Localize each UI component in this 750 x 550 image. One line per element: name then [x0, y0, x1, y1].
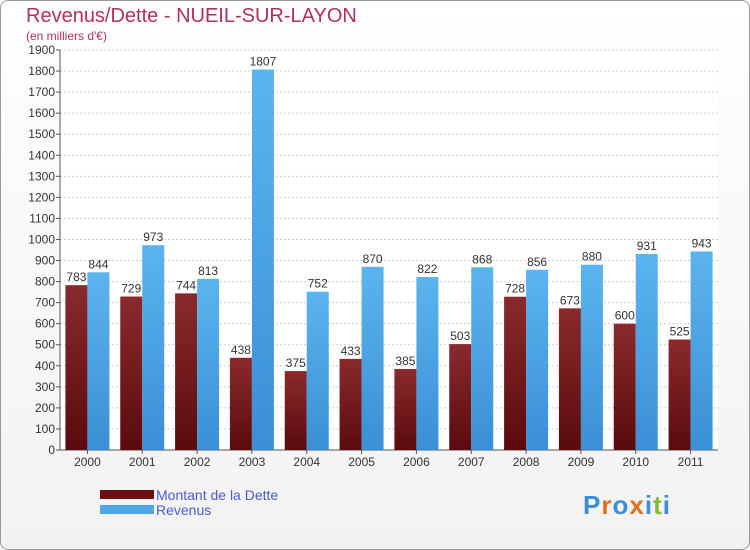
- data-label-debt: 438: [231, 343, 251, 357]
- bar-debt: [229, 357, 252, 450]
- logo-letter: r: [601, 490, 613, 520]
- data-label-revenue: 856: [527, 255, 547, 269]
- data-label-debt: 600: [615, 309, 635, 323]
- y-tick-label: 1600: [28, 106, 55, 120]
- legend-label-debt: Montant de la Dette: [156, 486, 279, 503]
- y-tick-label: 1100: [29, 211, 55, 225]
- data-label-revenue: 973: [143, 230, 163, 244]
- bar-debt: [339, 358, 362, 450]
- bar-debt: [449, 344, 472, 450]
- y-tick-label: 500: [35, 338, 55, 352]
- data-label-revenue: 752: [308, 277, 328, 291]
- y-tick-label: 200: [35, 401, 55, 415]
- bar-debt: [613, 323, 636, 450]
- bar-revenue: [471, 267, 494, 450]
- x-tick-label: 2004: [293, 455, 320, 469]
- bar-debt: [175, 293, 198, 450]
- bar-debt: [558, 308, 581, 450]
- bar-revenue: [526, 269, 549, 450]
- bar-revenue: [580, 264, 603, 450]
- x-tick-label: 2007: [458, 455, 485, 469]
- y-tick-label: 1900: [28, 43, 55, 57]
- data-label-debt: 673: [560, 293, 580, 307]
- legend: Montant de la Dette Revenus: [100, 486, 279, 518]
- data-label-revenue: 870: [363, 252, 383, 266]
- data-label-revenue: 813: [198, 264, 218, 278]
- bar-revenue: [416, 276, 439, 450]
- y-tick-label: 900: [35, 254, 55, 268]
- legend-item-debt: Montant de la Dette: [100, 486, 279, 503]
- legend-swatch-revenue: [100, 505, 154, 514]
- x-tick-label: 2002: [184, 455, 211, 469]
- y-tick-label: 600: [35, 317, 55, 331]
- data-label-debt: 783: [66, 270, 86, 284]
- bar-revenue: [361, 266, 384, 450]
- bar-chart: 0 100 200 300 400 500 600 700 800 900 1000 1100 1200…: [28, 43, 718, 469]
- bar-debt: [120, 296, 143, 450]
- data-label-revenue: 931: [637, 239, 657, 253]
- x-tick-label: 2005: [348, 455, 375, 469]
- bar-debt: [65, 285, 88, 450]
- legend-item-revenue: Revenus: [100, 501, 278, 518]
- data-label-debt: 503: [450, 329, 470, 343]
- data-label-revenue: 943: [692, 236, 712, 250]
- y-tick-label: 1800: [28, 64, 55, 78]
- data-label-debt: 728: [505, 282, 525, 296]
- x-tick-label: 2001: [129, 455, 156, 469]
- bar-debt: [394, 368, 417, 450]
- bar-debt: [668, 339, 691, 450]
- data-label-debt: 729: [121, 282, 141, 296]
- chart-subtitle: (en milliers d'€): [26, 29, 107, 43]
- logo-letter: i: [644, 490, 654, 520]
- bar-revenue: [635, 254, 658, 450]
- data-label-revenue: 868: [472, 252, 492, 266]
- y-tick-label: 300: [35, 380, 55, 394]
- y-tick-label: 1700: [28, 85, 55, 99]
- chart-title: Revenus/Dette - NUEIL-SUR-LAYON: [26, 5, 357, 27]
- y-tick-label: 1200: [28, 190, 55, 204]
- x-tick-label: 2003: [239, 455, 266, 469]
- data-label-debt: 385: [395, 354, 415, 368]
- bar-revenue: [197, 278, 220, 450]
- y-tick-label: 1500: [28, 127, 55, 141]
- bar-revenue: [306, 291, 329, 450]
- x-tick-label: 2011: [678, 455, 704, 469]
- data-label-debt: 525: [670, 324, 690, 338]
- y-tick-label: 100: [35, 422, 55, 436]
- data-label-debt: 375: [286, 356, 306, 370]
- bar-debt: [284, 371, 307, 450]
- y-tick-label: 700: [35, 296, 55, 310]
- legend-swatch-debt: [100, 490, 154, 499]
- legend-label-revenue: Revenus: [156, 501, 212, 518]
- x-tick-label: 2000: [74, 455, 101, 469]
- y-tick-label: 800: [35, 275, 55, 289]
- logo-letter: t: [653, 490, 663, 520]
- data-label-revenue: 880: [582, 250, 602, 264]
- logo-letter: i: [662, 490, 671, 520]
- logo-letter: o: [612, 490, 630, 520]
- data-label-revenue: 822: [417, 262, 437, 276]
- y-tick-label: 400: [35, 359, 55, 373]
- logo-letter: x: [629, 490, 645, 520]
- y-tick-label: 1400: [28, 148, 55, 162]
- bar-revenue: [251, 69, 274, 450]
- plot-area: [60, 50, 718, 450]
- data-label-debt: 433: [341, 344, 361, 358]
- bar-revenue: [690, 251, 713, 450]
- bar-debt: [504, 296, 527, 450]
- bar-revenue: [87, 272, 110, 450]
- bar-revenue: [142, 245, 165, 450]
- x-tick-label: 2010: [622, 455, 649, 469]
- x-tick-label: 2008: [513, 455, 540, 469]
- y-tick-label: 1300: [28, 169, 55, 183]
- y-tick-label: 1000: [28, 232, 55, 246]
- data-label-debt: 744: [176, 278, 196, 292]
- x-tick-label: 2009: [568, 455, 595, 469]
- data-label-revenue: 1807: [250, 55, 277, 69]
- logo-letter: P: [583, 490, 602, 520]
- x-tick-label: 2006: [403, 455, 430, 469]
- proxiti-logo: Proxiti: [583, 490, 671, 521]
- y-tick-label: 0: [48, 443, 55, 457]
- data-label-revenue: 844: [88, 257, 108, 271]
